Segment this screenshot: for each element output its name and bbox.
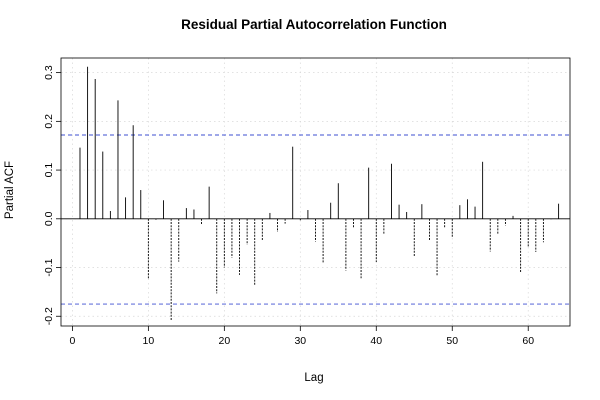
x-axis: 0 10 20 30 40 50 60 bbox=[69, 326, 534, 347]
y-tick-label: 0.2 bbox=[43, 114, 55, 129]
plot-frame bbox=[60, 57, 571, 327]
y-tick-label: 0.3 bbox=[43, 65, 55, 80]
y-tick-label: 0.1 bbox=[43, 163, 55, 178]
y-tick-label: 0.0 bbox=[43, 211, 55, 226]
x-tick-label: 60 bbox=[522, 335, 534, 347]
y-tick-label: -0.2 bbox=[43, 307, 55, 325]
x-axis-label: Lag bbox=[304, 372, 323, 384]
x-tick-label: 10 bbox=[143, 335, 155, 347]
x-tick-label: 50 bbox=[446, 335, 458, 347]
x-tick-label: 0 bbox=[69, 335, 75, 347]
y-tick-label: -0.1 bbox=[43, 258, 55, 276]
x-tick-label: 40 bbox=[370, 335, 382, 347]
grid-lines bbox=[61, 58, 570, 326]
pacf-bars bbox=[79, 66, 560, 322]
x-tick-label: 20 bbox=[218, 335, 230, 347]
chart-title: Residual Partial Autocorrelation Functio… bbox=[181, 17, 447, 32]
y-axis: -0.2 -0.1 0.0 0.1 0.2 0.3 bbox=[43, 65, 61, 325]
confidence-bounds bbox=[61, 134, 570, 305]
y-axis-label: Partial ACF bbox=[4, 161, 16, 219]
x-tick-label: 30 bbox=[294, 335, 306, 347]
